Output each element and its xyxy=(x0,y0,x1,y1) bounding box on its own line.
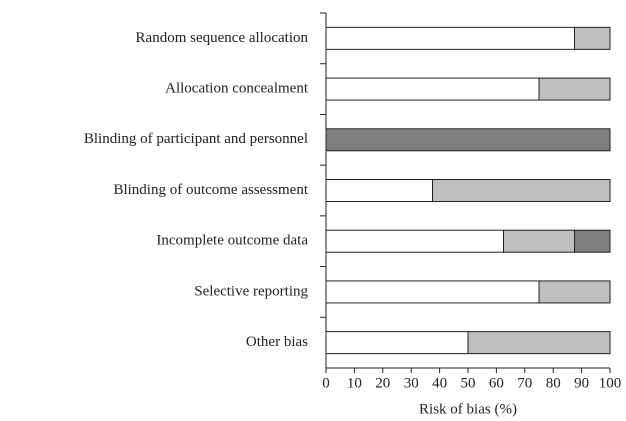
y-tick-label: Blinding of participant and personnel xyxy=(84,131,308,147)
y-tick-label: Incomplete outcome data xyxy=(156,233,308,249)
bar-segment xyxy=(538,77,611,101)
x-tick-label: 90 xyxy=(574,375,589,391)
x-axis-label: Risk of bias (%) xyxy=(419,401,517,417)
bar-segment xyxy=(432,179,611,202)
x-tick-label: 50 xyxy=(461,375,476,391)
y-tick-label: Selective reporting xyxy=(194,283,308,299)
bar-segment xyxy=(325,280,540,304)
x-tick-label: 0 xyxy=(322,375,330,391)
bar-segment xyxy=(325,77,540,101)
y-tick-label: Blinding of outcome assessment xyxy=(113,182,308,198)
y-tick-label: Random sequence allocation xyxy=(136,30,309,46)
x-tick-label: 20 xyxy=(375,375,390,391)
bar-segment xyxy=(325,179,433,202)
x-tick-label: 80 xyxy=(546,375,561,391)
bar-segment xyxy=(325,128,611,152)
bar-segment xyxy=(503,229,575,253)
x-tick-label: 10 xyxy=(347,375,362,391)
x-tick-label: 70 xyxy=(517,375,532,391)
bar-segment xyxy=(538,280,611,304)
x-tick-label: 30 xyxy=(404,375,419,391)
x-tick-label: 40 xyxy=(432,375,447,391)
x-tick-label: 60 xyxy=(489,375,504,391)
x-tick-label: 100 xyxy=(599,375,622,391)
y-tick-label: Other bias xyxy=(246,334,308,350)
bar-segment xyxy=(574,26,611,50)
bar-segment xyxy=(574,229,611,253)
bar-segment xyxy=(467,331,611,355)
bar-segment xyxy=(325,229,504,253)
y-tick-label: Allocation concealment xyxy=(165,81,309,97)
bar-segment xyxy=(325,331,469,355)
bar-segment xyxy=(325,26,575,50)
